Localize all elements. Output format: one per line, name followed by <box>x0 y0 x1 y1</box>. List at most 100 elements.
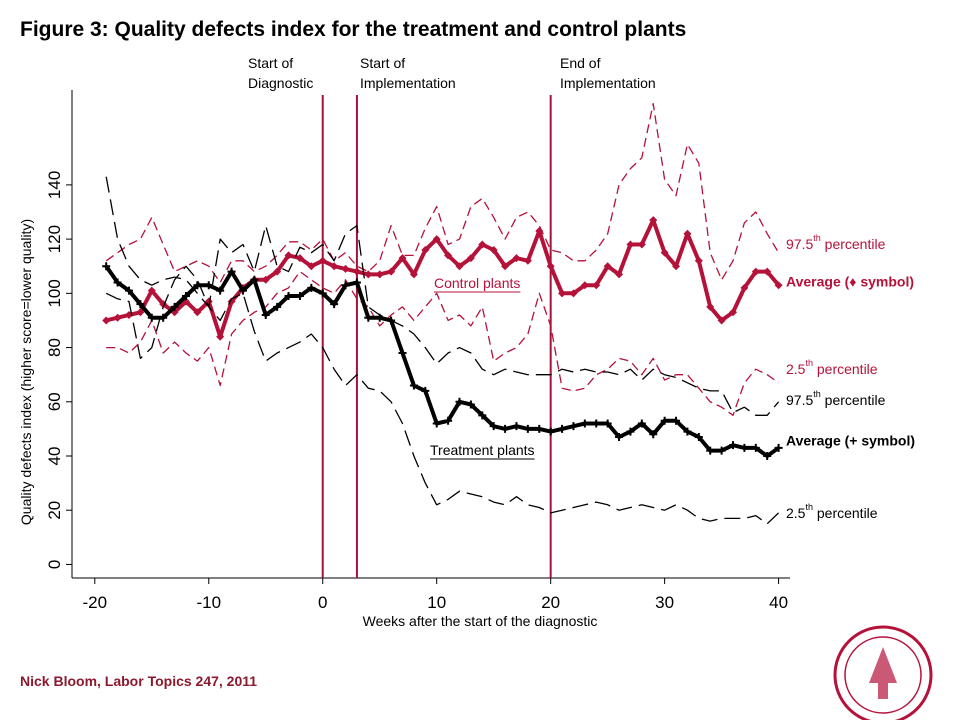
marker-plus <box>250 275 259 284</box>
marker-plus <box>706 446 715 455</box>
marker-diamond <box>774 281 783 290</box>
marker-plus <box>489 422 498 431</box>
marker-diamond <box>535 226 544 235</box>
marker-diamond <box>455 262 464 271</box>
marker-diamond <box>751 267 760 276</box>
marker-plus <box>637 419 646 428</box>
marker-diamond <box>672 262 681 271</box>
marker-diamond <box>193 308 202 317</box>
series-label: 2.5th percentile <box>786 502 878 520</box>
marker-diamond <box>729 308 738 317</box>
series-line <box>104 265 780 458</box>
marker-plus <box>375 313 384 322</box>
marker-diamond <box>546 262 555 271</box>
x-tick-label: 20 <box>541 593 560 612</box>
marker-plus <box>216 286 225 295</box>
marker-plus <box>295 292 304 301</box>
marker-diamond <box>706 302 715 311</box>
marker-plus <box>307 283 316 292</box>
x-tick-label: 0 <box>318 593 327 612</box>
marker-diamond <box>569 289 578 298</box>
marker-diamond <box>740 283 749 292</box>
marker-diamond <box>398 254 407 263</box>
event-label: Start of <box>360 55 405 71</box>
marker-plus <box>535 424 544 433</box>
marker-plus <box>159 313 168 322</box>
marker-diamond <box>421 245 430 254</box>
marker-diamond <box>466 254 475 263</box>
marker-plus <box>672 416 681 425</box>
marker-diamond <box>626 240 635 249</box>
marker-diamond <box>615 270 624 279</box>
marker-plus <box>523 424 532 433</box>
series-line <box>105 218 781 339</box>
marker-plus <box>740 443 749 452</box>
marker-plus <box>683 427 692 436</box>
marker-diamond <box>512 254 521 263</box>
y-tick-label: 60 <box>45 392 64 411</box>
marker-diamond <box>478 240 487 249</box>
marker-diamond <box>375 270 384 279</box>
x-tick-label: 40 <box>769 593 788 612</box>
seal-inner <box>844 636 922 714</box>
series-label: Average (+ symbol) <box>786 433 915 449</box>
marker-plus <box>569 422 578 431</box>
marker-diamond <box>273 267 282 276</box>
marker-plus <box>501 424 510 433</box>
marker-plus <box>318 289 327 298</box>
marker-diamond <box>717 316 726 325</box>
marker-diamond <box>444 251 453 260</box>
marker-plus <box>102 262 111 271</box>
x-tick-label: 30 <box>655 593 674 612</box>
marker-diamond <box>409 270 418 279</box>
marker-diamond <box>364 270 373 279</box>
marker-diamond <box>318 256 327 265</box>
marker-diamond <box>649 216 658 225</box>
marker-plus <box>341 281 350 290</box>
marker-plus <box>421 386 430 395</box>
marker-plus <box>592 419 601 428</box>
marker-diamond <box>284 251 293 260</box>
marker-plus <box>649 430 658 439</box>
y-tick-label: 40 <box>45 447 64 466</box>
marker-diamond <box>432 235 441 244</box>
marker-diamond <box>307 262 316 271</box>
marker-diamond <box>352 267 361 276</box>
x-axis-label: Weeks after the start of the diagnostic <box>363 613 598 629</box>
marker-plus <box>615 433 624 442</box>
marker-plus <box>364 313 373 322</box>
seal <box>833 625 933 725</box>
marker-plus <box>136 300 145 309</box>
marker-plus <box>558 424 567 433</box>
marker-plus <box>238 286 247 295</box>
marker-plus <box>444 416 453 425</box>
y-tick-label: 140 <box>45 171 64 199</box>
y-tick-label: 100 <box>45 279 64 307</box>
marker-diamond <box>330 262 339 271</box>
marker-plus <box>455 397 464 406</box>
series-line <box>105 176 780 525</box>
marker-plus <box>181 292 190 301</box>
marker-plus <box>432 419 441 428</box>
marker-plus <box>398 348 407 357</box>
marker-plus <box>660 416 669 425</box>
marker-plus <box>113 278 122 287</box>
marker-plus <box>546 427 555 436</box>
event-label: Implementation <box>560 75 656 91</box>
marker-diamond <box>489 245 498 254</box>
event-label: Implementation <box>360 75 456 91</box>
marker-diamond <box>341 264 350 273</box>
marker-diamond <box>501 262 510 271</box>
series-label: Average (♦ symbol) <box>786 274 914 290</box>
footer: Nick Bloom, Labor Topics 247, 2011 <box>20 673 257 689</box>
annotation: Treatment plants <box>430 442 535 458</box>
marker-diamond <box>261 275 270 284</box>
marker-plus <box>763 452 772 460</box>
annotation: Control plants <box>434 275 520 291</box>
series-line <box>106 270 779 416</box>
marker-diamond <box>683 229 692 238</box>
marker-diamond <box>763 267 772 276</box>
series-label: 97.5th percentile <box>786 233 886 251</box>
